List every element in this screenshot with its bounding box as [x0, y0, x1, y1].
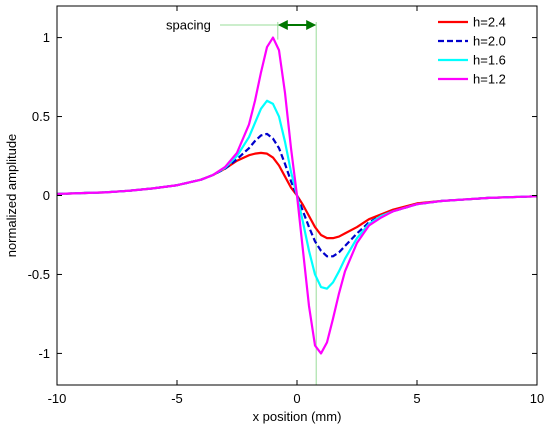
y-tick-label: -0.5 — [28, 267, 50, 282]
axis-ticks: -10 -5 0 5 10 -1 -0.5 0 0.5 1 — [28, 6, 544, 406]
legend: h=2.4 h=2.0 h=1.6 h=1.2 — [438, 15, 506, 87]
y-tick-label: 1 — [43, 30, 50, 45]
annotation-guides — [220, 21, 317, 385]
spacing-arrowhead-left — [277, 19, 288, 30]
x-tick-label: 10 — [530, 391, 544, 406]
x-tick-label: -5 — [171, 391, 183, 406]
y-axis-label: normalized amplitude — [4, 134, 19, 258]
y-tick-label: 0.5 — [32, 109, 50, 124]
legend-label: h=1.6 — [473, 53, 506, 68]
legend-label: h=2.4 — [473, 15, 506, 30]
series-line — [56, 36, 538, 355]
x-tick-label: 0 — [293, 391, 300, 406]
spacing-arrowhead-right — [306, 19, 317, 30]
legend-label: h=1.2 — [473, 72, 506, 87]
x-axis-label: x position (mm) — [253, 409, 342, 424]
y-tick-label: 0 — [43, 188, 50, 203]
x-tick-label: -10 — [48, 391, 67, 406]
y-tick-label: -1 — [38, 346, 50, 361]
spacing-annotation: spacing — [166, 17, 317, 32]
series-layer — [56, 36, 538, 355]
spacing-label: spacing — [166, 17, 211, 32]
x-tick-label: 5 — [413, 391, 420, 406]
legend-label: h=2.0 — [473, 34, 506, 49]
